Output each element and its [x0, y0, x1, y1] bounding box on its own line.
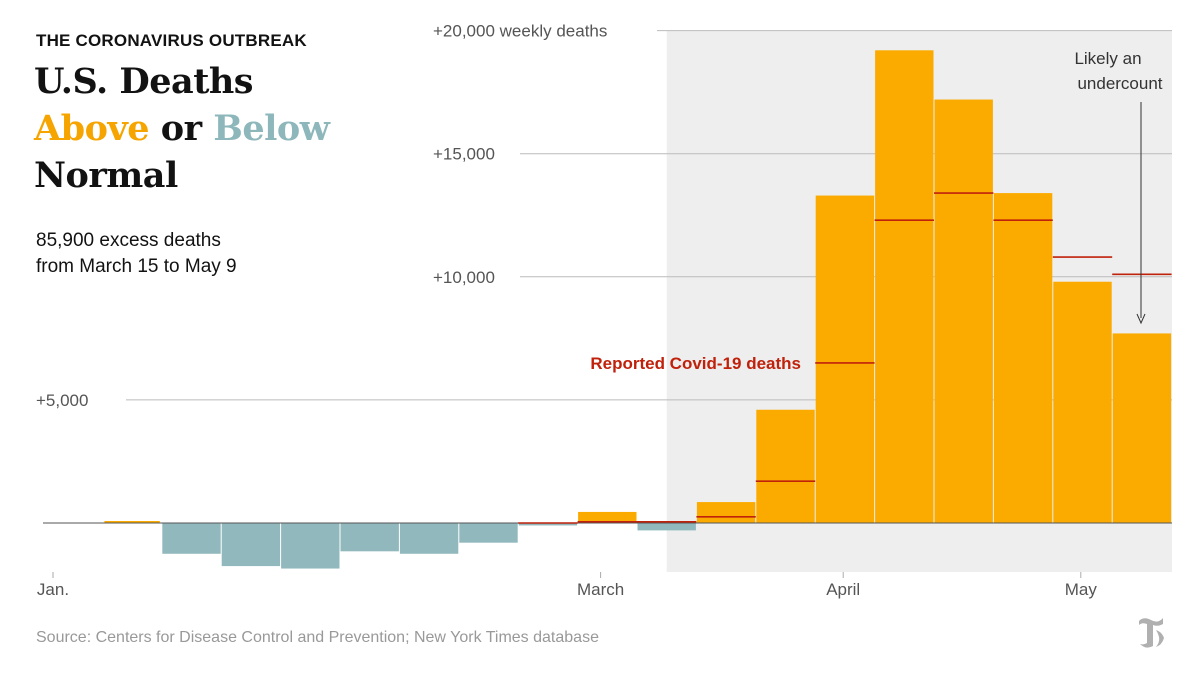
bar	[696, 502, 756, 523]
title-line-3: Normal	[34, 155, 178, 196]
x-tick-label: March	[577, 580, 624, 599]
bar	[459, 523, 518, 543]
bar	[340, 523, 399, 552]
kicker: THE CORONAVIRUS OUTBREAK	[36, 31, 307, 50]
bar	[281, 523, 340, 569]
subtitle-line-2: from March 15 to May 9	[36, 256, 237, 277]
bar	[993, 193, 1053, 524]
nyt-t-logo-icon	[1139, 618, 1164, 648]
title-line-1: U.S. Deaths	[34, 61, 254, 102]
x-tick-label: April	[826, 580, 860, 599]
y-tick-label: +10,000	[433, 268, 495, 287]
bar	[578, 511, 637, 523]
bar	[637, 523, 696, 531]
y-tick-label: +20,000 weekly deaths	[433, 22, 607, 41]
bar	[1053, 281, 1112, 523]
undercount-annotation-line1: Likely an	[1074, 49, 1141, 68]
chart-title: U.S. Deaths Above or Below Normal	[34, 58, 364, 199]
subtitle-line-1: 85,900 excess deaths	[36, 230, 221, 251]
title-or-word: or	[149, 108, 214, 149]
bar	[518, 523, 578, 526]
x-tick-label: Jan.	[37, 580, 69, 599]
bar	[162, 523, 221, 554]
y-tick-label: +15,000	[433, 145, 495, 164]
x-tick-label: May	[1065, 580, 1098, 599]
title-line-2: Above or Below	[34, 105, 364, 152]
title-above-word: Above	[34, 108, 150, 149]
undercount-arrow-head	[1136, 313, 1146, 325]
chart-subtitle: 85,900 excess deaths from March 15 to Ma…	[36, 228, 356, 280]
covid-annotation-label: Reported Covid-19 deaths	[590, 354, 801, 373]
undercount-annotation-line2: undercount	[1077, 74, 1162, 93]
bar	[1112, 333, 1172, 523]
title-below-word: Below	[213, 108, 330, 149]
bar	[815, 195, 875, 523]
bar	[221, 523, 281, 567]
bar	[934, 99, 993, 523]
bar	[756, 409, 815, 523]
y-tick-label: +5,000	[36, 391, 88, 410]
bar	[399, 523, 459, 554]
bar	[875, 50, 934, 524]
source-note: Source: Centers for Disease Control and …	[36, 629, 599, 646]
